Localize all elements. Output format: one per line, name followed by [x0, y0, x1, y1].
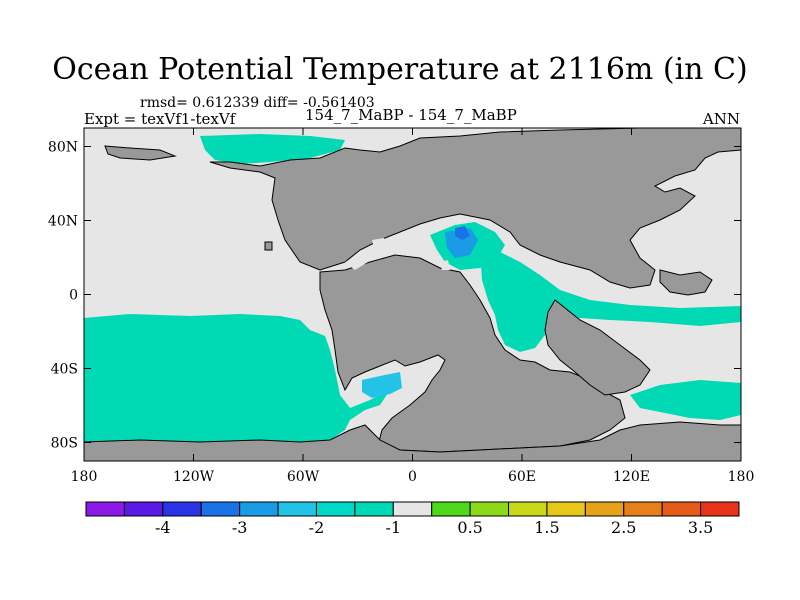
anomaly-region-atlantic-south — [362, 372, 402, 398]
colorbar-swatch — [469, 501, 510, 517]
colorbar-swatch — [623, 501, 663, 517]
y-axis: 80N 40N 0 40S 80S — [48, 140, 741, 452]
season-label: ANN — [702, 110, 740, 128]
x-tick-label: 120W — [173, 469, 215, 485]
chart-subtitle: 154_7_MaBP - 154_7_MaBP — [305, 106, 517, 124]
x-tick-label: 60E — [508, 469, 536, 485]
colorbar-swatch — [315, 501, 356, 517]
colorbar-swatch — [508, 501, 548, 517]
y-tick-label: 80S — [51, 436, 78, 452]
colorbar-label: -1 — [385, 518, 401, 537]
colorbar-swatch — [700, 501, 740, 517]
colorbar-swatch — [431, 501, 471, 517]
colorbar-label: 0.5 — [457, 518, 482, 537]
colorbar-label: 2.5 — [611, 518, 636, 537]
colorbar-label: -2 — [309, 518, 325, 537]
y-tick-label: 0 — [69, 288, 78, 304]
stats-text: rmsd= 0.612339 diff= -0.561403 — [140, 95, 375, 111]
land-australia-region — [544, 299, 651, 396]
colorbar-swatch — [162, 501, 202, 517]
colorbar-label: -4 — [155, 518, 171, 537]
x-tick-label: 0 — [408, 469, 417, 485]
near-zero-patch-3 — [440, 260, 450, 270]
map-field — [83, 127, 742, 462]
y-tick-label: 40S — [51, 362, 78, 378]
colorbar-swatch — [392, 501, 433, 517]
near-zero-patch-1 — [345, 256, 368, 270]
colorbar-swatch — [661, 501, 702, 517]
x-tick-label: 120E — [613, 469, 650, 485]
colorbar-swatch — [584, 501, 625, 517]
colorbar-swatch — [200, 501, 241, 517]
colorbar-swatch — [277, 501, 317, 517]
land-arctic-island — [104, 145, 177, 161]
experiment-label: Expt = texVf1-texVf — [84, 110, 236, 128]
x-tick-label: 60W — [287, 469, 320, 485]
colorbar-swatch — [123, 501, 164, 517]
y-tick-label: 80N — [48, 140, 78, 156]
anomaly-region-south-pacific-strip — [84, 322, 305, 332]
land-island-arc — [659, 269, 713, 296]
colorbar-swatch — [546, 501, 586, 517]
colorbar-swatch — [354, 501, 394, 517]
chart-title: Ocean Potential Temperature at 2116m (in… — [52, 52, 748, 87]
anomaly-region-arctic — [200, 134, 345, 164]
x-axis: 180 120W 60W 0 60E 120E 180 — [71, 128, 755, 485]
colorbar-swatch — [85, 501, 125, 517]
anomaly-region-southern-ocean-east — [630, 380, 741, 420]
colorbar-label: 1.5 — [534, 518, 559, 537]
land-island-west — [264, 241, 273, 251]
land-antarctica — [83, 421, 742, 462]
colorbar: -4 -3 -2 -1 0.5 1.5 2.5 3.5 — [85, 501, 740, 537]
x-tick-label: 180 — [728, 469, 755, 485]
colorbar-label: 3.5 — [688, 518, 713, 537]
anomaly-region-cold-spot — [455, 226, 470, 240]
colorbar-label: -3 — [232, 518, 248, 537]
x-tick-label: 180 — [71, 469, 98, 485]
colorbar-swatch — [239, 501, 279, 517]
anomaly-region-south-pacific — [84, 314, 390, 442]
y-tick-label: 40N — [48, 214, 78, 230]
near-zero-patch-2 — [372, 238, 386, 248]
